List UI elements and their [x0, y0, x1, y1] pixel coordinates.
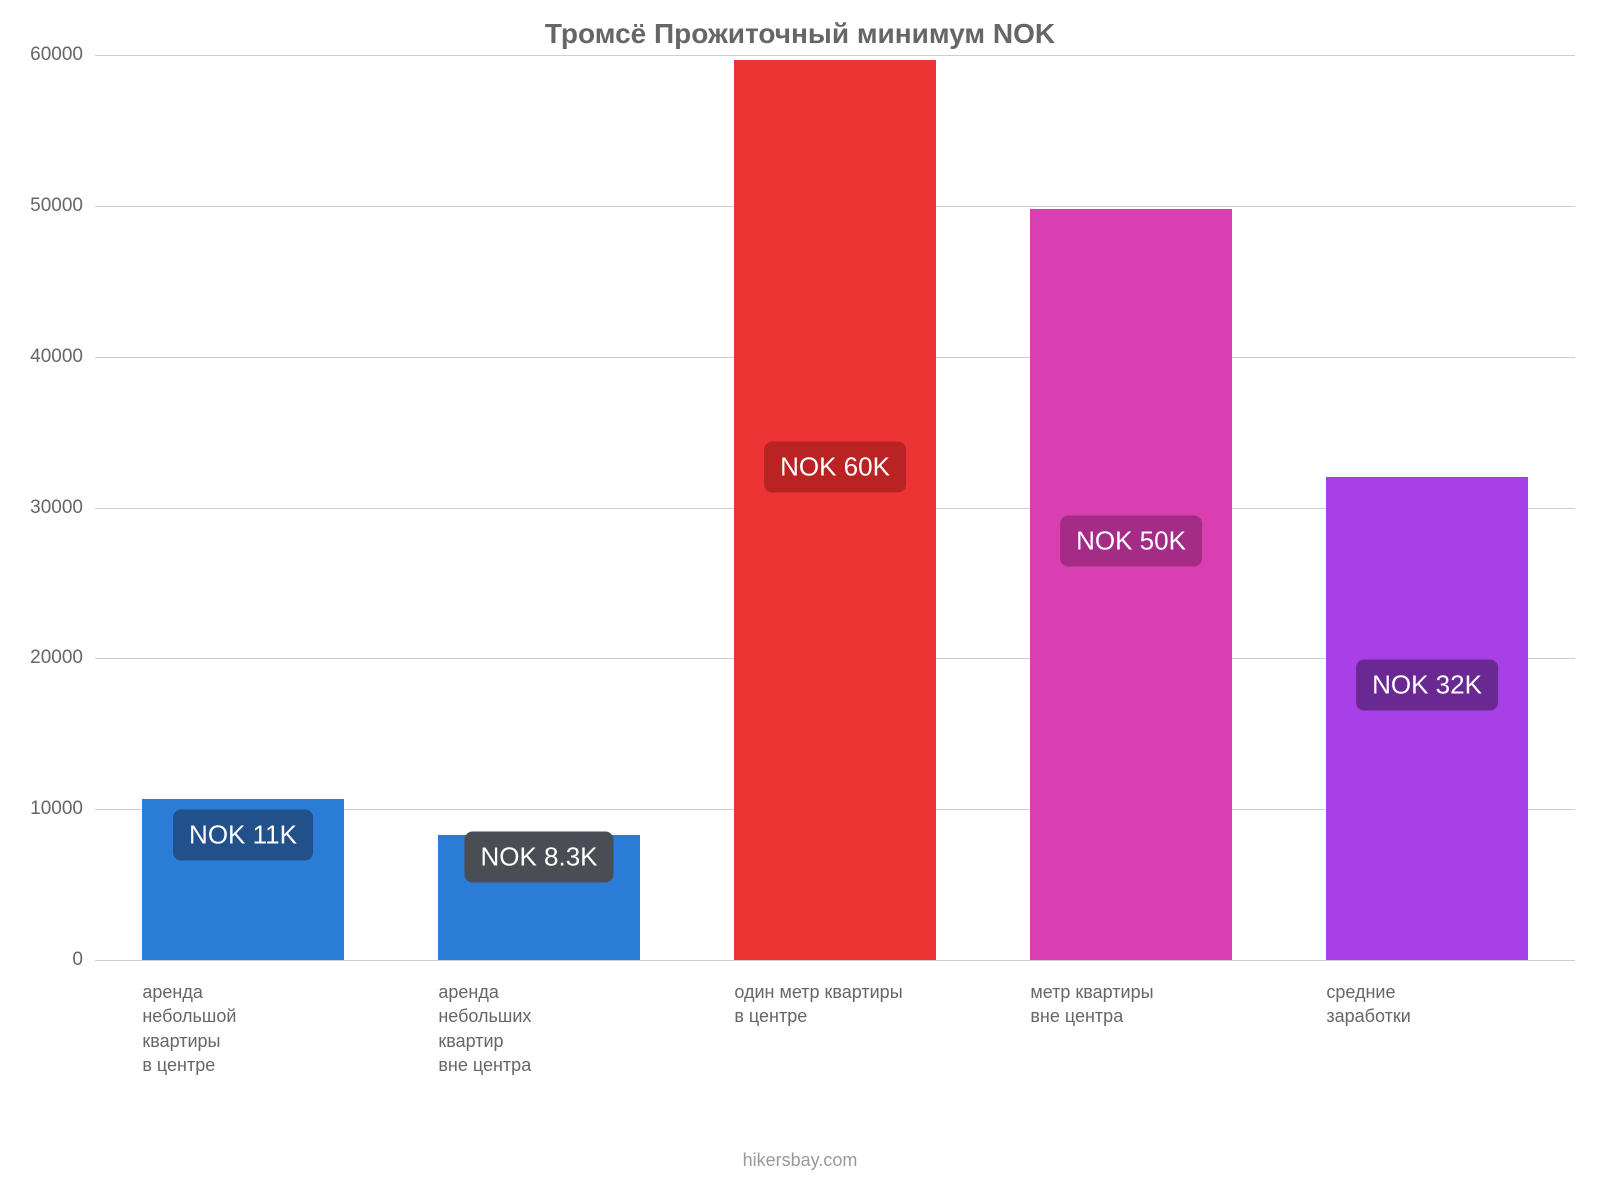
bar — [734, 60, 935, 960]
gridline — [95, 960, 1575, 961]
bar — [1326, 477, 1527, 960]
value-badge: NOK 8.3K — [464, 832, 613, 883]
value-badge: NOK 50K — [1060, 515, 1202, 566]
value-badge: NOK 32K — [1356, 660, 1498, 711]
x-category-label: средниезаработки — [1326, 980, 1527, 1029]
value-badge: NOK 11K — [173, 809, 313, 860]
x-category-label: один метр квартирыв центре — [734, 980, 935, 1029]
value-badge: NOK 60K — [764, 441, 906, 492]
y-tick-label: 10000 — [30, 798, 83, 820]
gridline — [95, 55, 1575, 56]
x-category-label: метр квартирывне центра — [1030, 980, 1231, 1029]
x-category-label: аренданебольшихквартирвне центра — [438, 980, 639, 1077]
y-tick-label: 30000 — [30, 497, 83, 519]
y-tick-label: 40000 — [30, 346, 83, 368]
y-tick-label: 50000 — [30, 195, 83, 217]
chart-title: Тромсё Прожиточный минимум NOK — [0, 18, 1600, 50]
bar — [1030, 209, 1231, 960]
y-tick-label: 60000 — [30, 44, 83, 66]
x-category-label: аренданебольшойквартирыв центре — [142, 980, 343, 1077]
attribution-text: hikersbay.com — [0, 1150, 1600, 1171]
cost-of-living-chart: Тромсё Прожиточный минимум NOK 010000200… — [0, 0, 1600, 1200]
y-tick-label: 0 — [72, 949, 83, 971]
y-tick-label: 20000 — [30, 647, 83, 669]
plot-area: 0100002000030000400005000060000NOK 11Kар… — [95, 55, 1575, 960]
